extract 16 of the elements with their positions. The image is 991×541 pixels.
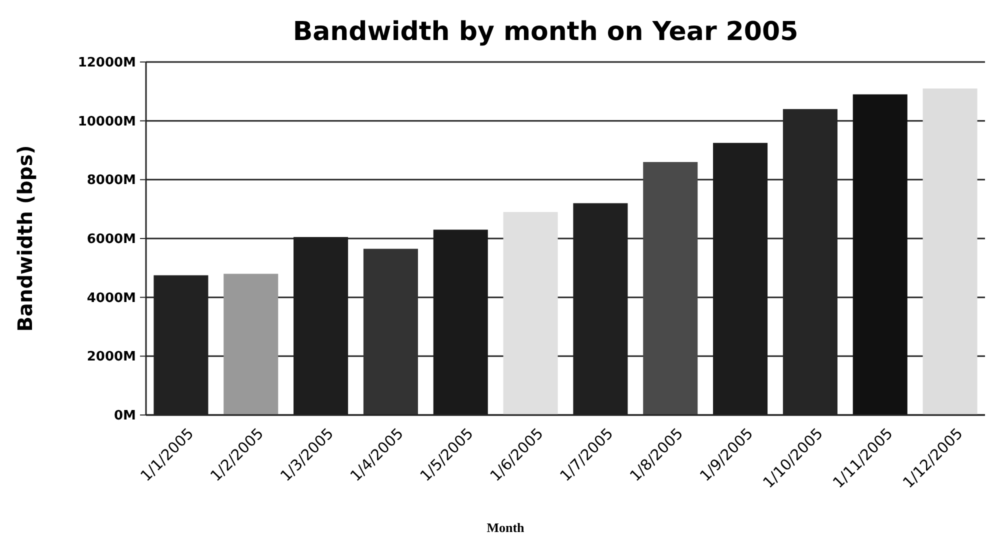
y-tick-label: 8000M (86, 173, 136, 188)
y-tick-label: 2000M (86, 350, 136, 365)
bar (503, 212, 558, 415)
y-tick-label: 0M (114, 408, 136, 424)
bar (224, 274, 278, 415)
y-tick-label: 6000M (86, 232, 136, 248)
y-tick-label: 10000M (78, 114, 136, 130)
chart-title: Bandwidth by month on Year 2005 (292, 17, 798, 47)
bar (643, 162, 698, 415)
bar (852, 94, 908, 415)
x-axis-title: Month (486, 520, 526, 535)
y-tick-label: 12000M (78, 56, 136, 71)
y-axis-title: Bandwidth (bps) (13, 145, 37, 332)
bar (922, 88, 978, 415)
y-tick-label: 4000M (86, 290, 136, 306)
bar (363, 248, 418, 415)
